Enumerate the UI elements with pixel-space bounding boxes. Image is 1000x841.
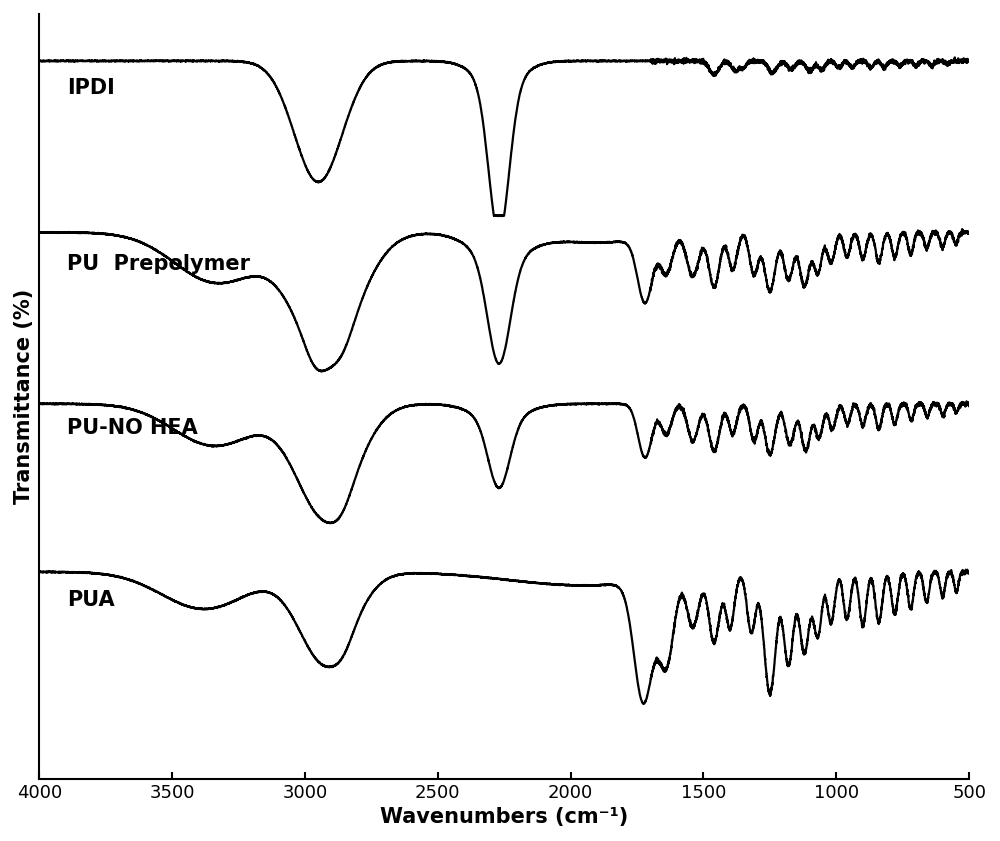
Text: PU-NO HEA: PU-NO HEA: [67, 418, 198, 438]
Text: IPDI: IPDI: [67, 78, 115, 98]
X-axis label: Wavenumbers (cm⁻¹): Wavenumbers (cm⁻¹): [380, 807, 628, 827]
Text: PUA: PUA: [67, 590, 115, 611]
Y-axis label: Transmittance (%): Transmittance (%): [14, 288, 34, 504]
Text: PU  Prepolymer: PU Prepolymer: [67, 254, 250, 274]
